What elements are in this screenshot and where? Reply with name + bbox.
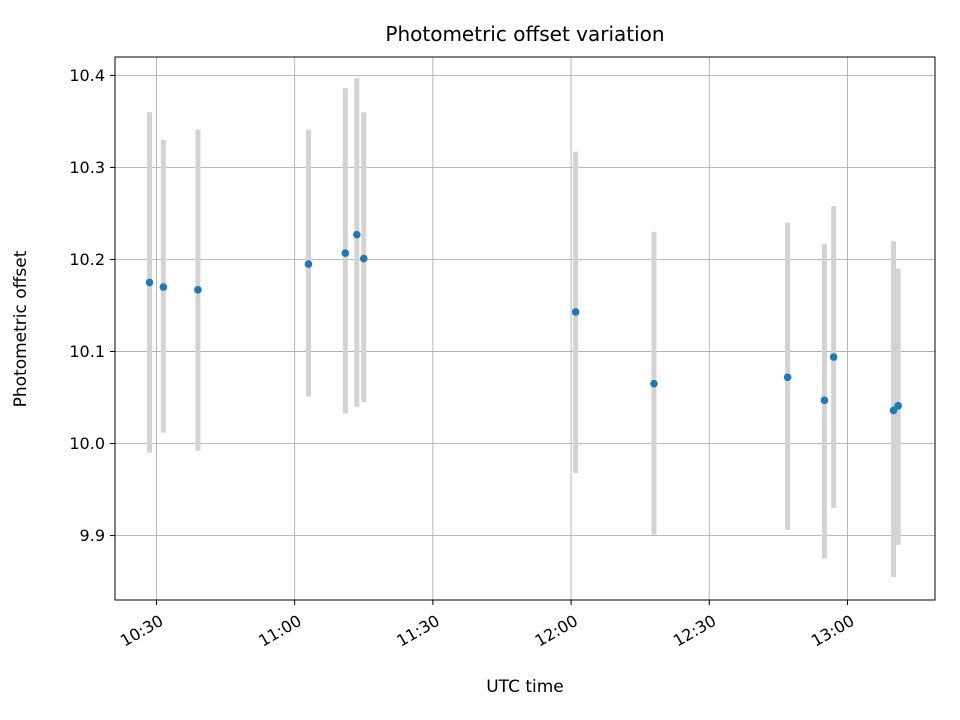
data-point — [145, 278, 154, 287]
data-point — [194, 286, 202, 294]
data-point — [829, 353, 838, 361]
y-tick-label: 9.9 — [80, 526, 105, 545]
data-point — [894, 402, 902, 410]
x-tick-label: 13:00 — [808, 611, 857, 651]
data-point — [159, 283, 168, 291]
y-tick-label: 10.3 — [69, 158, 105, 177]
x-tick-label: 11:00 — [255, 611, 304, 651]
data-point — [571, 308, 580, 316]
errorbar-layer — [147, 78, 901, 577]
y-tick-label: 10.1 — [69, 342, 105, 361]
data-point — [889, 406, 898, 415]
x-tick-label: 12:00 — [532, 611, 581, 651]
data-point — [304, 260, 313, 268]
data-point — [359, 254, 368, 263]
chart-title: Photometric offset variation — [385, 22, 664, 46]
axes-frame — [114, 56, 936, 601]
point-layer — [145, 230, 902, 415]
x-tick-label: 10:30 — [117, 611, 166, 651]
data-point — [341, 249, 350, 257]
x-tick-label: 12:30 — [670, 611, 719, 651]
grid-layer — [115, 57, 935, 600]
y-tick-label: 10.0 — [69, 434, 105, 453]
data-point — [353, 230, 361, 239]
tick-layer: 10:30 11:00 11:30 12:00 12:30 13:00 9.9 10.0 10.… — [69, 66, 857, 651]
y-axis-label: Photometric offset — [11, 250, 31, 407]
data-point — [783, 373, 792, 382]
y-tick-label: 10.4 — [69, 66, 105, 85]
data-point — [650, 379, 658, 388]
data-point — [820, 396, 829, 405]
y-tick-label: 10.2 — [69, 250, 105, 269]
frame-layer — [114, 56, 936, 601]
x-axis-label: UTC time — [486, 677, 564, 697]
x-tick-label: 11:30 — [393, 611, 442, 651]
